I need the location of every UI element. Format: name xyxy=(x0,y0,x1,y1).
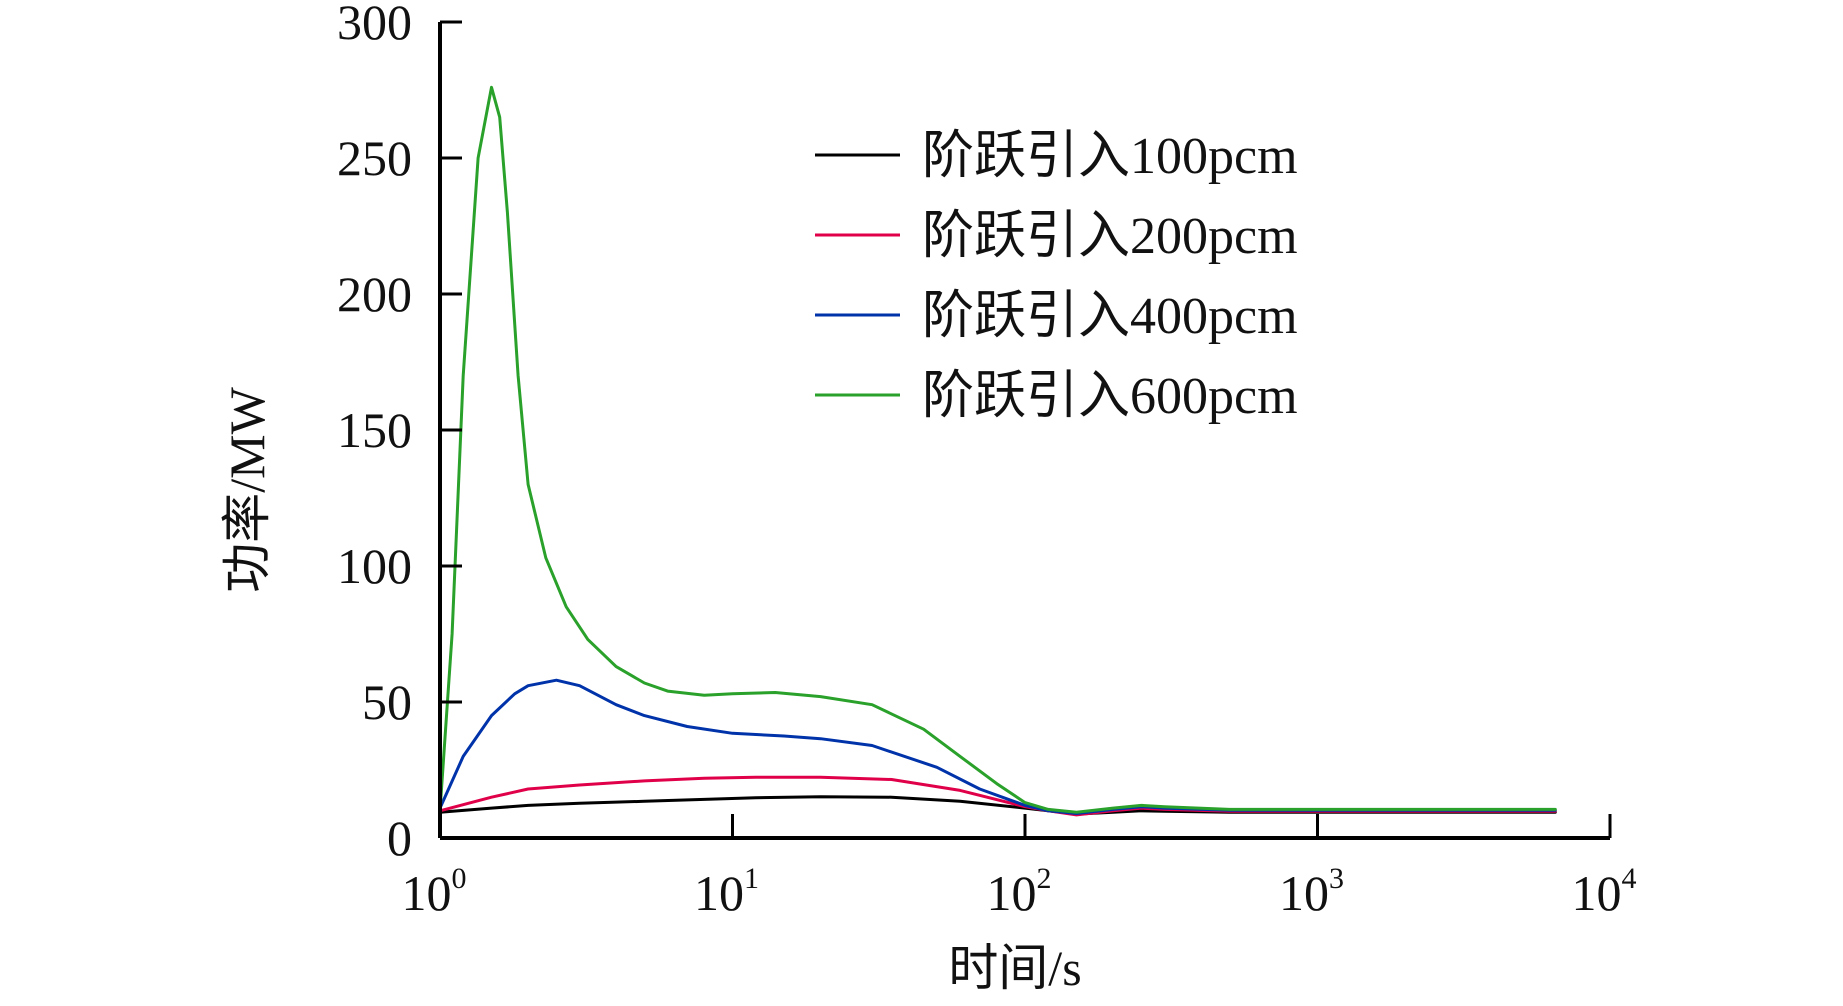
x-tick-label: 101 xyxy=(694,862,759,921)
x-tick-label: 100 xyxy=(402,862,467,921)
x-tick-exponent: 4 xyxy=(1622,862,1637,895)
x-tick-base: 10 xyxy=(694,865,744,921)
y-tick-label: 250 xyxy=(337,130,412,186)
x-tick-exponent: 3 xyxy=(1329,862,1344,895)
legend-label-4: 阶跃引入600pcm xyxy=(922,368,1298,425)
y-axis: 0 50 100 150 200 250 300 xyxy=(337,0,462,866)
legend-label-3: 阶跃引入400pcm xyxy=(922,288,1298,345)
series-line-3 xyxy=(438,678,1557,815)
y-tick-label: 100 xyxy=(337,538,412,594)
y-tick-label: 150 xyxy=(337,402,412,458)
x-tick-exponent: 0 xyxy=(452,862,467,895)
x-tick-label: 102 xyxy=(987,862,1052,921)
x-tick-base: 10 xyxy=(1279,865,1329,921)
x-tick-base: 10 xyxy=(1572,865,1622,921)
x-tick-exponent: 2 xyxy=(1037,862,1052,895)
legend-label-2: 阶跃引入200pcm xyxy=(922,208,1298,265)
x-tick-label: 104 xyxy=(1572,862,1637,921)
y-tick-label: 300 xyxy=(337,0,412,50)
x-axis: 100 101 102 103 104 xyxy=(402,814,1637,921)
y-tick-label: 0 xyxy=(387,810,412,866)
x-tick-base: 10 xyxy=(987,865,1037,921)
y-tick-label: 200 xyxy=(337,266,412,322)
x-tick-label: 103 xyxy=(1279,862,1344,921)
x-tick-base: 10 xyxy=(402,865,452,921)
y-tick-label: 50 xyxy=(362,674,412,730)
plot-lines xyxy=(438,85,1557,817)
x-axis-title: 时间/s xyxy=(948,940,1081,996)
legend-label-1: 阶跃引入100pcm xyxy=(922,128,1298,185)
y-axis-title: 功率/MW xyxy=(219,386,275,592)
x-tick-exponent: 1 xyxy=(744,862,759,895)
series-line-4 xyxy=(438,85,1557,814)
legend: 阶跃引入100pcm 阶跃引入200pcm 阶跃引入400pcm 阶跃引入600pcm xyxy=(815,128,1298,425)
